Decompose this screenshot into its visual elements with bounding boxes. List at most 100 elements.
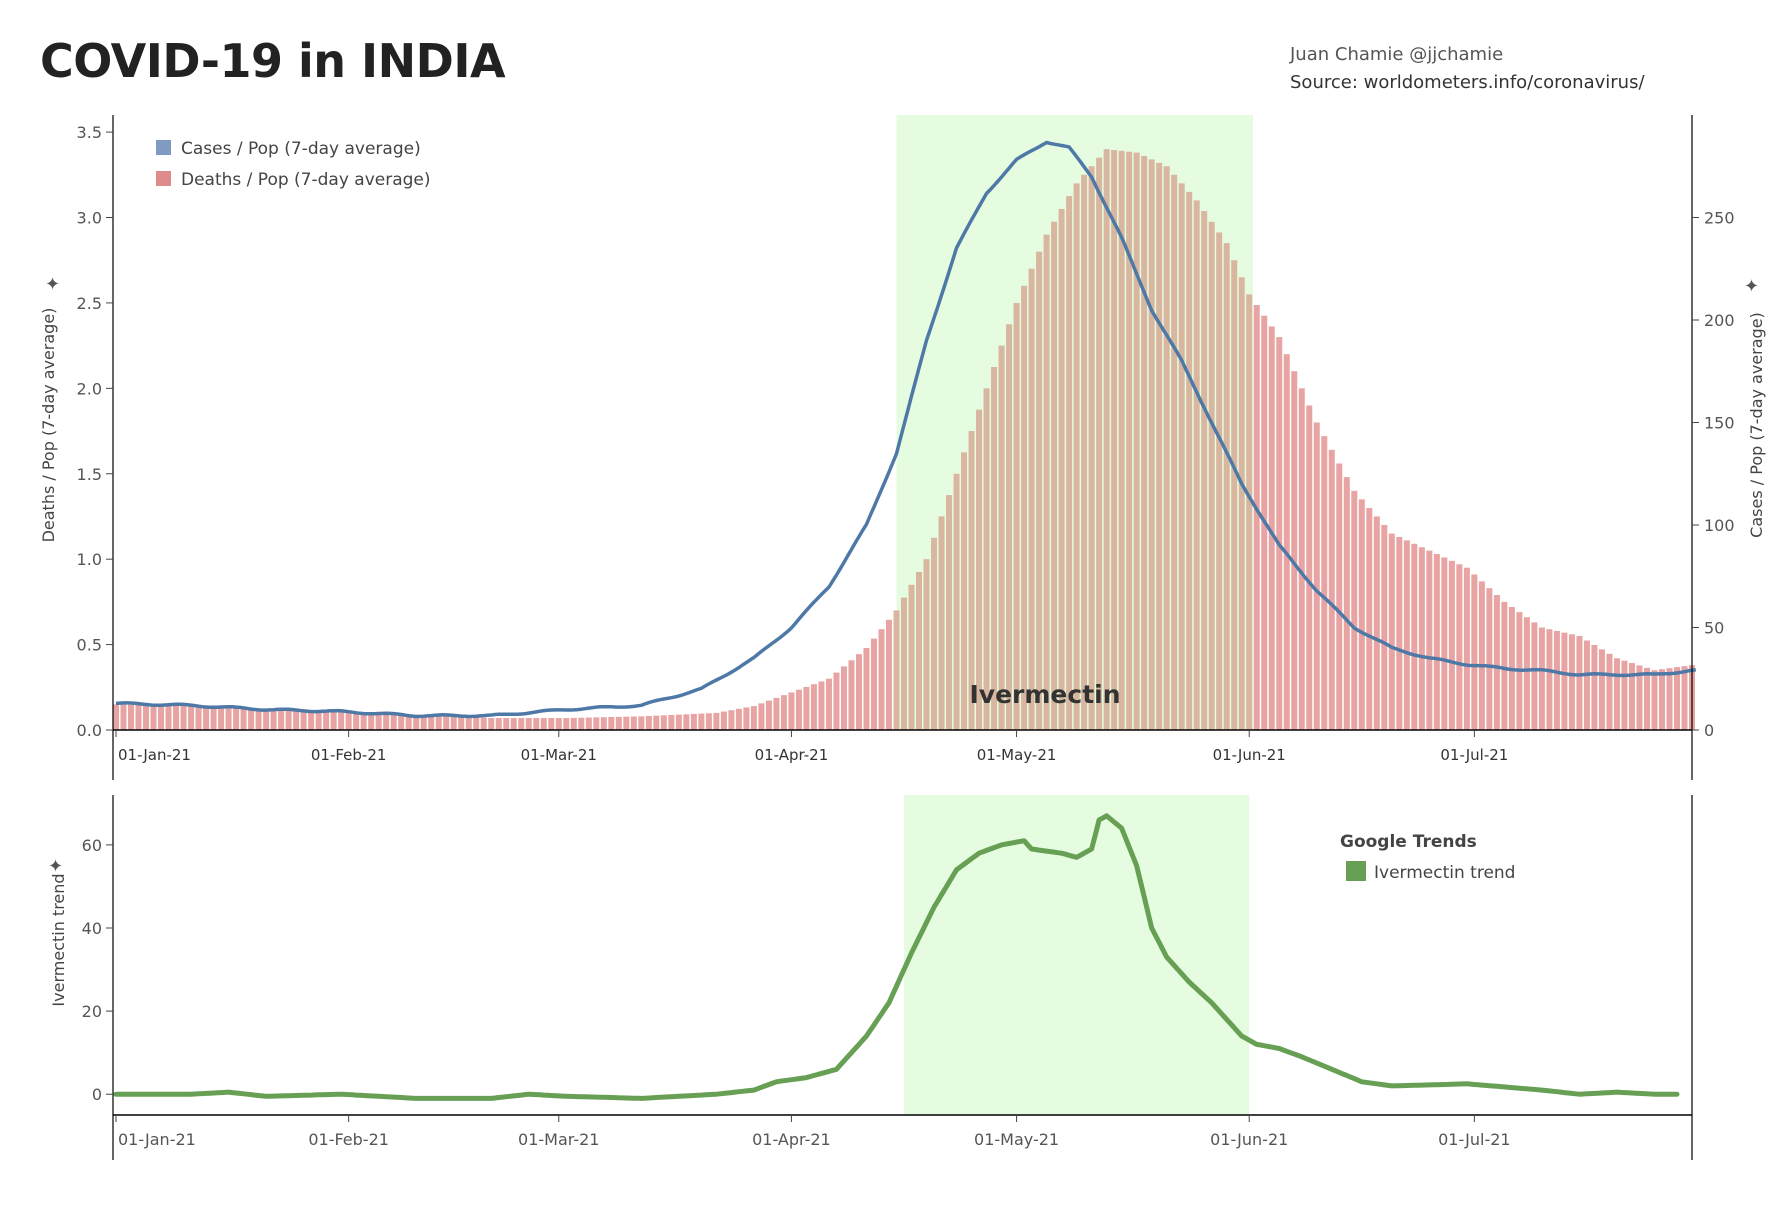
deaths-bar [1463, 567, 1470, 730]
deaths-bar [135, 704, 142, 730]
deaths-bar [180, 705, 187, 730]
deaths-bar [1561, 632, 1568, 730]
top-axes: 0.0 0.5 1.0 1.5 2.0 2.5 3.0 3.5 0 50 100 150 200 250 0… [77, 115, 1735, 780]
right-tick-label: 250 [1704, 209, 1735, 228]
deaths-bar [630, 716, 637, 730]
legend-swatch-trend [1346, 861, 1366, 881]
deaths-bar [248, 708, 255, 730]
deaths-bar [1523, 617, 1530, 730]
deaths-bar [1636, 665, 1643, 730]
deaths-bar [698, 713, 705, 730]
x-tick-label: 01-May-21 [977, 746, 1057, 764]
deaths-bar [278, 709, 285, 730]
deaths-bar [398, 713, 405, 730]
deaths-bar [203, 706, 210, 730]
deaths-bar [758, 703, 765, 730]
deaths-bar [1606, 653, 1613, 730]
deaths-bar [1013, 302, 1020, 730]
deaths-bar [1576, 636, 1583, 730]
deaths-bar [1448, 560, 1455, 730]
deaths-bar [675, 714, 682, 730]
bottom-x-tick-label: 01-Apr-21 [752, 1130, 831, 1149]
bottom-x-tick-label: 01-May-21 [974, 1130, 1059, 1149]
legend-label-cases: Cases / Pop (7-day average) [181, 139, 421, 159]
deaths-bar [690, 713, 697, 730]
left-tick-label: 2.5 [77, 294, 102, 313]
deaths-bar [210, 707, 217, 730]
deaths-bar [1591, 644, 1598, 730]
left-pin-icon: ✦ [45, 274, 60, 295]
deaths-bar [1298, 388, 1305, 730]
bottom-x-tick-label: 01-Jun-21 [1210, 1130, 1288, 1149]
deaths-bar [615, 716, 622, 730]
deaths-bar [383, 713, 390, 730]
deaths-bar [1366, 507, 1373, 730]
deaths-bar [1171, 174, 1178, 730]
x-tick-label: 01-Mar-21 [521, 746, 597, 764]
deaths-bar [1246, 294, 1253, 730]
deaths-bar [1381, 525, 1388, 730]
deaths-bar [1351, 490, 1358, 730]
deaths-bar [623, 716, 630, 730]
left-tick-label: 1.0 [77, 550, 102, 569]
author-credit: Juan Chamie @jjchamie [1290, 44, 1504, 65]
deaths-bar [668, 714, 675, 730]
deaths-bar [1058, 208, 1065, 731]
deaths-bar [300, 710, 307, 730]
deaths-bar [713, 712, 720, 730]
left-tick-label: 3.5 [77, 123, 102, 142]
right-tick-label: 50 [1704, 619, 1724, 638]
deaths-bar [916, 571, 923, 730]
deaths-bar [1156, 162, 1163, 731]
deaths-bar [420, 714, 427, 730]
bottom-axis-title: Ivermectin trend [49, 873, 68, 1006]
right-tick-label: 100 [1704, 516, 1735, 535]
deaths-bar [1411, 543, 1418, 730]
deaths-bar [1471, 574, 1478, 730]
deaths-bar [368, 712, 375, 730]
deaths-bar [1546, 629, 1553, 730]
deaths-bar [1088, 166, 1095, 730]
deaths-bar [931, 537, 938, 730]
deaths-bar [1553, 630, 1560, 730]
deaths-bar [1193, 200, 1200, 730]
deaths-bar [405, 714, 412, 730]
deaths-bar [128, 704, 135, 730]
deaths-bar [855, 654, 862, 730]
highlight-label: Ivermectin [969, 680, 1120, 709]
deaths-bar [503, 718, 510, 730]
deaths-bar [750, 706, 757, 730]
deaths-bar [1073, 183, 1080, 731]
deaths-bar [165, 705, 172, 730]
deaths-bar [788, 692, 795, 730]
deaths-bar [450, 716, 457, 730]
deaths-bar [645, 715, 652, 730]
deaths-bar [443, 715, 450, 730]
deaths-bar [1133, 152, 1140, 731]
deaths-bar [1403, 540, 1410, 730]
deaths-bar [1126, 151, 1133, 730]
legend-swatch-deaths [156, 171, 171, 186]
deaths-bar [1231, 260, 1238, 730]
deaths-bar [1666, 668, 1673, 730]
deaths-bar [818, 681, 825, 730]
right-axis-title: Cases / Pop (7-day average) [1747, 312, 1766, 538]
deaths-bar [983, 388, 990, 730]
deaths-bar [112, 704, 120, 730]
right-tick-label: 200 [1704, 311, 1735, 330]
deaths-bar [263, 709, 270, 730]
deaths-bar [1531, 622, 1538, 730]
left-axis-title: Deaths / Pop (7-day average) [39, 308, 58, 543]
deaths-bar [293, 710, 300, 730]
deaths-bar [375, 712, 382, 730]
deaths-bar [1673, 667, 1680, 730]
deaths-bar [1283, 354, 1290, 730]
deaths-bar [1223, 243, 1230, 730]
deaths-bar [961, 452, 968, 730]
deaths-bar [1456, 564, 1463, 730]
deaths-bar [1358, 499, 1365, 730]
deaths-bar [1628, 663, 1635, 730]
deaths-bar [1253, 305, 1260, 730]
deaths-bar [143, 705, 150, 730]
deaths-bar [1658, 669, 1665, 730]
